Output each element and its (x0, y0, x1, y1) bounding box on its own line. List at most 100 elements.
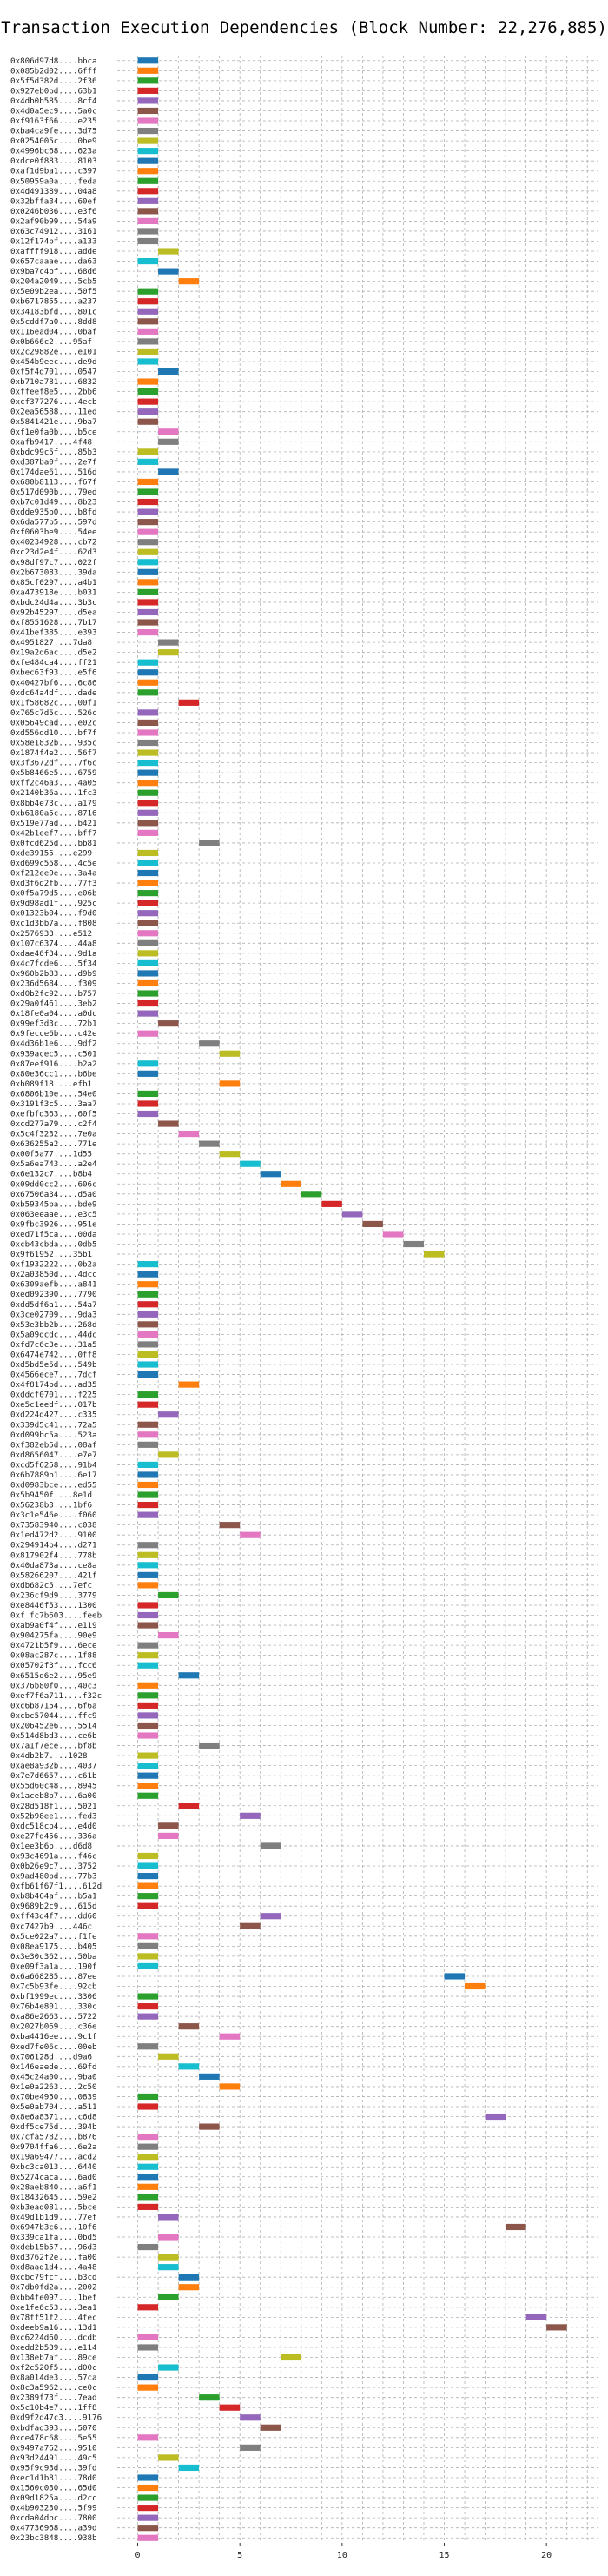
transaction-label: 0xbb4fe097....1bef (10, 2293, 97, 2302)
transaction-bar (137, 1953, 159, 1960)
transaction-label: 0x1560c030....65d0 (10, 2484, 97, 2493)
transaction-bar (199, 840, 220, 846)
transaction-label: 0x5b8466e5....6759 (10, 768, 97, 778)
transaction-label: 0x517d090b....79ed (10, 488, 97, 497)
transaction-bar (137, 1882, 159, 1889)
transaction-label: 0x5a6ea743....a2e4 (10, 1159, 97, 1169)
transaction-bar (158, 639, 179, 646)
transaction-bar (382, 1231, 404, 1238)
transaction-label: 0x9704ffa6....6e2a (10, 2142, 97, 2152)
transaction-label: 0x47736968....a39d (10, 2524, 97, 2533)
transaction-bar (137, 488, 159, 495)
transaction-label: 0xe5c1eedf....017b (10, 1400, 97, 1410)
transaction-bar (137, 2434, 159, 2441)
transaction-label: 0xc6224d60....dcdb (10, 2333, 97, 2342)
transaction-bar (178, 2284, 200, 2291)
transaction-label: 0x1f58682c....00f1 (10, 698, 97, 707)
transaction-bar (158, 1020, 179, 1027)
transaction-label: 0x87eef916....b2a2 (10, 1059, 97, 1069)
transaction-bar (137, 57, 159, 64)
transaction-bar (137, 2003, 159, 2010)
transaction-bar (137, 2013, 159, 2020)
transaction-label: 0xcf377276....4ecb (10, 397, 97, 407)
transaction-label: 0x53e3bb2b....268d (10, 1320, 97, 1330)
transaction-label: 0xed092390....7790 (10, 1290, 97, 1299)
transaction-label: 0x28d518f1....5021 (10, 1802, 97, 1811)
transaction-bar (137, 288, 159, 295)
x-axis-ticks: 0 5 10 15 20 (135, 2543, 552, 2560)
transaction-bar (137, 1491, 159, 1498)
transaction-label: 0xefbfd363....60f5 (10, 1110, 97, 1119)
transaction-bar (199, 2394, 220, 2401)
transaction-label: 0x4d491389....04a8 (10, 187, 97, 196)
transaction-label: 0x0fcd625d....bb81 (10, 839, 97, 848)
transaction-label: 0xe8446f53....1300 (10, 1601, 97, 1610)
transaction-label: 0x9497a762....9510 (10, 2443, 97, 2453)
transaction-label: 0xcbc79fcf....b3cd (10, 2273, 97, 2282)
transaction-label: 0x98df97c7....022f (10, 558, 97, 568)
transaction-bar (137, 1602, 159, 1609)
transaction-bar (137, 930, 159, 937)
transaction-bar (525, 2314, 547, 2320)
grid-lines (117, 56, 598, 2543)
transaction-label: 0x904275fa....90e9 (10, 1631, 97, 1641)
transaction-label: 0x146eaede....69fd (10, 2062, 97, 2072)
transaction-bar (137, 1551, 159, 1558)
transaction-bar (137, 1571, 159, 1578)
transaction-label: 0x6806b10e....54e0 (10, 1089, 97, 1099)
x-tick-label: 15 (439, 2551, 449, 2560)
transaction-label: 0x3ce02709....9da3 (10, 1310, 97, 1319)
transaction-bar (137, 860, 159, 866)
transaction-label: 0xfb61f67f1....612d (10, 1882, 102, 1891)
transaction-bar (137, 1662, 159, 1669)
transaction-label: 0xec1d1b81....78d0 (10, 2473, 97, 2483)
transaction-bar (137, 308, 159, 315)
transaction-bar (137, 528, 159, 535)
transaction-bar (137, 939, 159, 946)
transaction-label: 0x05649cad....e02c (10, 718, 97, 727)
transaction-bar (137, 1962, 159, 1970)
transaction-bar (137, 568, 159, 575)
transaction-bar (137, 1341, 159, 1348)
transaction-label: 0x4d36b1e6....9df2 (10, 1039, 97, 1049)
chart-title: Transaction Execution Dependencies (Bloc… (1, 18, 607, 37)
transaction-label: 0xc6b87154....6f6a (10, 1701, 97, 1710)
transaction-label: 0x063eeaae....e3c5 (10, 1210, 97, 1219)
transaction-bar (137, 498, 159, 506)
transaction-bar (137, 608, 159, 616)
transaction-bar (321, 1200, 342, 1207)
transaction-bar (178, 2274, 200, 2281)
transaction-bar (158, 649, 179, 656)
transaction-bar (485, 2113, 506, 2121)
transaction-label: 0x95f9c93d....39fd (10, 2463, 97, 2473)
transaction-label: 0x67506a34....d5a0 (10, 1190, 97, 1199)
transaction-label: 0x00f5a77....1d55 (10, 1150, 92, 1159)
transaction-bar (137, 177, 159, 184)
transaction-bar (506, 2223, 526, 2231)
transaction-bar (137, 679, 159, 686)
transaction-bar (240, 1531, 261, 1538)
transaction-label: 0x116ead04....0baf (10, 327, 97, 336)
transaction-bar (137, 729, 159, 736)
transaction-bar (137, 890, 159, 897)
transaction-label: 0xf382eb5d....08af (10, 1440, 97, 1450)
transaction-bar (137, 1933, 159, 1940)
transaction-bar (137, 559, 159, 566)
transaction-label: 0xcd5f6258....91b4 (10, 1460, 97, 1470)
transaction-bar (137, 2514, 159, 2521)
transaction-bar (137, 1902, 159, 1909)
transaction-bar (137, 990, 159, 997)
y-axis-labels: 0x806d97d8....bbca0x085b2d02....6fff0x5f… (10, 56, 102, 2543)
transaction-bar (137, 1611, 159, 1619)
transaction-label: 0xdce0f883....8103 (10, 156, 97, 166)
transaction-bar (137, 1311, 159, 1318)
transaction-bar (137, 148, 159, 155)
transaction-label: 0x5ce022a7....f1fe (10, 1932, 97, 1942)
transaction-label: 0x9f61952....35b1 (10, 1250, 92, 1259)
transaction-label: 0xf2c520f5....d00c (10, 2363, 97, 2373)
transaction-bar (137, 689, 159, 696)
transaction-bar (240, 1160, 261, 1167)
transaction-label: 0x3f3672df....7f6c (10, 759, 97, 768)
transaction-label: 0xe09f3a1a....190f (10, 1962, 97, 1971)
transaction-label: 0xcd277a79....c2f4 (10, 1119, 97, 1129)
